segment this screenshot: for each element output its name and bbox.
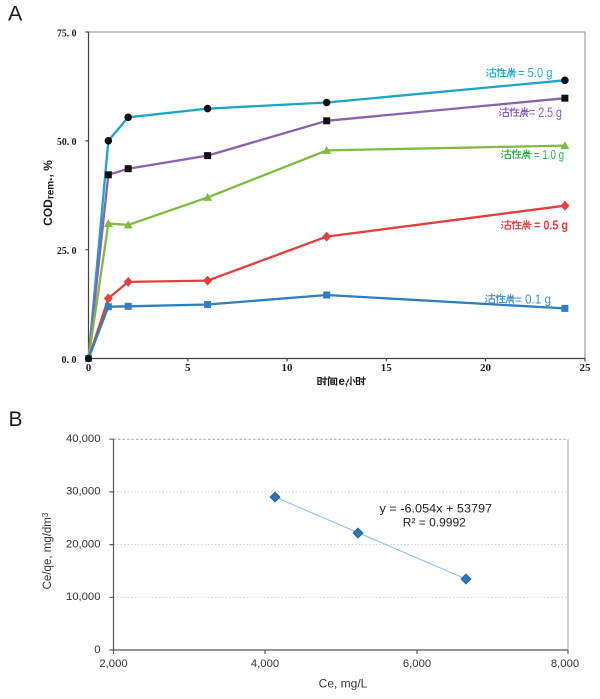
svg-text:B: B: [9, 408, 23, 431]
svg-text:A: A: [8, 2, 23, 26]
svg-text:= 5.0 g: = 5.0 g: [518, 66, 553, 80]
svg-text:20: 20: [480, 362, 492, 374]
svg-text:4,000: 4,000: [251, 658, 279, 670]
svg-text:10: 10: [282, 362, 294, 374]
svg-text:40,000: 40,000: [66, 433, 101, 445]
svg-text:10,000: 10,000: [66, 591, 101, 603]
svg-text:25. 0: 25. 0: [57, 245, 77, 257]
svg-text:6,000: 6,000: [403, 658, 431, 670]
svg-text:R² = 0.9992: R² = 0.9992: [403, 516, 466, 530]
svg-text:30,000: 30,000: [66, 486, 101, 498]
svg-text:e,: e,: [339, 376, 349, 388]
svg-text:= 2.5 g: = 2.5 g: [529, 104, 562, 120]
svg-text:0. 0: 0. 0: [62, 354, 77, 366]
svg-text:8,000: 8,000: [551, 658, 579, 670]
svg-text:Ce/qe, mg/dm3: Ce/qe, mg/dm3: [41, 512, 54, 589]
svg-text:75. 0: 75. 0: [57, 27, 77, 39]
svg-text:= 0.5 g: = 0.5 g: [534, 218, 568, 233]
svg-text:CODrem., %: CODrem., %: [41, 160, 57, 226]
svg-text:5: 5: [185, 362, 191, 374]
svg-text:y = -6.054x + 53797: y = -6.054x + 53797: [380, 502, 493, 516]
svg-text:0: 0: [86, 362, 92, 374]
svg-text:50. 0: 50. 0: [57, 136, 77, 148]
svg-text:20,000: 20,000: [66, 538, 101, 550]
svg-text:= 1.0 g: = 1.0 g: [534, 147, 564, 162]
svg-text:Ce, mg/L: Ce, mg/L: [319, 677, 368, 691]
svg-text:15: 15: [381, 362, 393, 374]
svg-text:= 0.1 g: = 0.1 g: [515, 291, 551, 306]
svg-text:0: 0: [94, 644, 100, 656]
svg-text:25: 25: [580, 362, 592, 374]
svg-text:2,000: 2,000: [99, 658, 127, 670]
